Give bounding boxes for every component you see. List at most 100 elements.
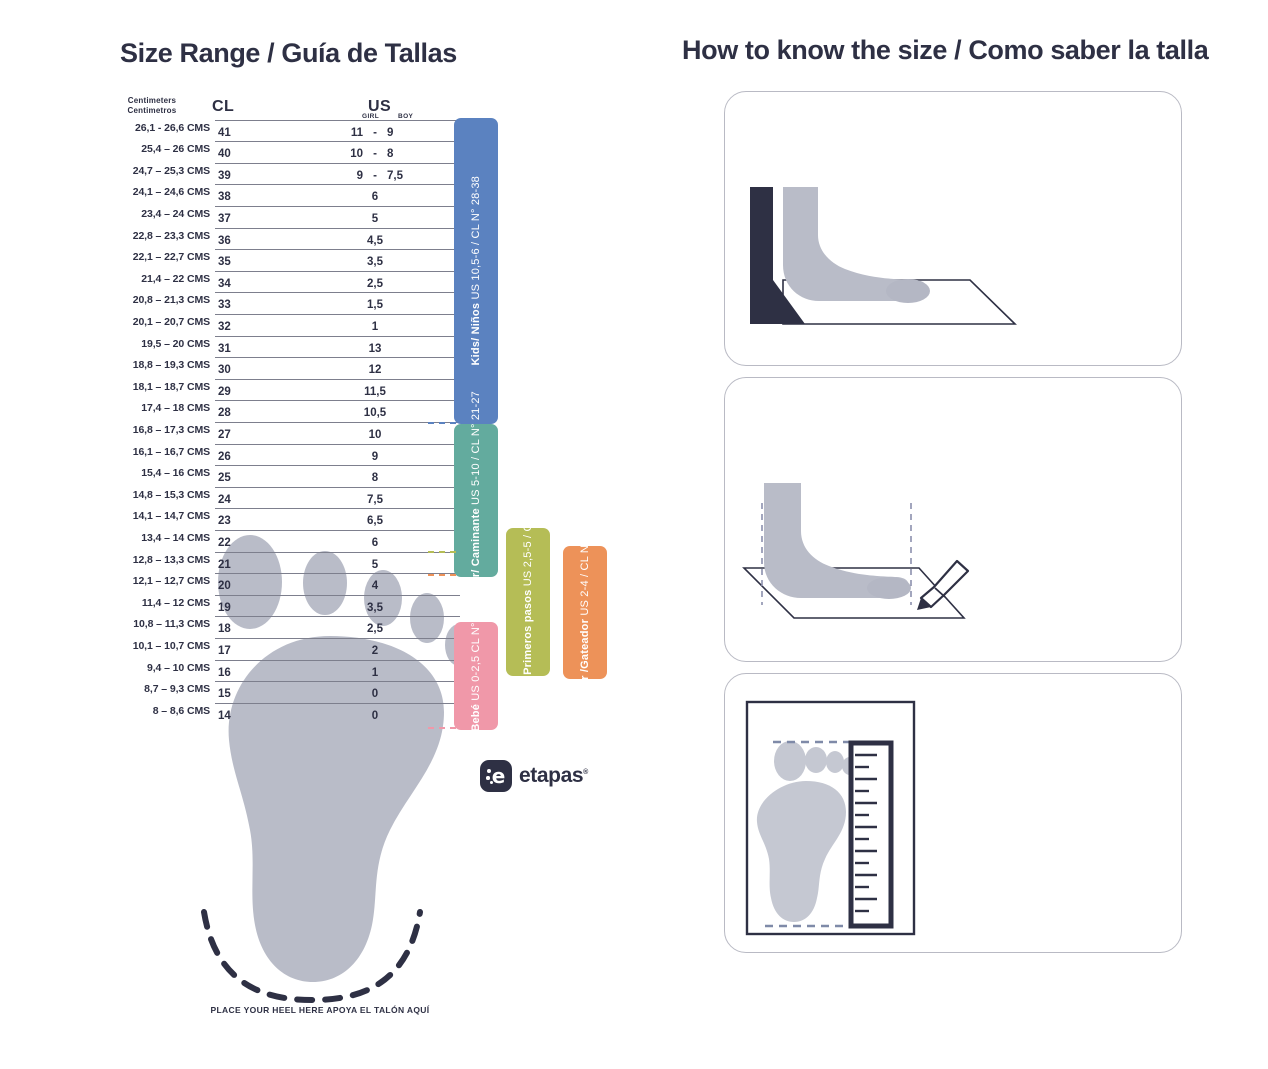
table-cell-centimeters: 18,1 – 18,7 CMS xyxy=(132,380,210,393)
table-cell-us: 12 xyxy=(368,364,382,377)
table-cell-cl: 21 xyxy=(218,558,231,571)
table-header-us: US xyxy=(368,98,392,115)
table-cell-centimeters: 16,1 – 16,7 CMS xyxy=(132,445,210,458)
sole-shape xyxy=(228,636,444,982)
toe-tip-shape xyxy=(886,279,930,303)
table-header-girl: GIRL xyxy=(362,113,380,120)
ruler-icon xyxy=(848,740,894,929)
table-cell-us: 7,5 xyxy=(367,493,383,506)
instruction-panel-3: Luego mide con una regla sobre el papel,… xyxy=(724,673,1182,953)
category-bar-kids[interactable]: Kids/ Niños US 10,5-6 / CL N° 28-38 xyxy=(454,118,498,424)
table-cell-us-girl: 10 xyxy=(350,148,363,161)
table-cell-cl: 14 xyxy=(218,709,231,722)
toe-1-shape xyxy=(774,741,806,781)
table-cell-cl: 37 xyxy=(218,212,231,225)
table-row: 11,4 – 12 CMS 19 3,5 xyxy=(60,594,460,617)
logo-dot-2 xyxy=(486,776,490,780)
table-row-rule xyxy=(215,400,460,402)
table-row: 25,4 – 26 CMS 40 10-8 xyxy=(60,141,460,163)
table-row-rule xyxy=(215,378,460,380)
table-row-rule xyxy=(215,616,460,618)
table-row: 16,1 – 16,7 CMS 26 9 xyxy=(60,443,460,466)
panel-3-illustration xyxy=(745,700,916,936)
table-row-rule xyxy=(215,573,460,575)
table-cell-centimeters: 17,4 – 18 CMS xyxy=(141,402,210,415)
table-row-rule xyxy=(215,659,460,661)
table-cell-us: 8 xyxy=(371,472,379,485)
dash-link-kids xyxy=(428,422,456,424)
table-cell-cl: 29 xyxy=(218,385,231,398)
table-cell-us: 2 xyxy=(371,644,379,657)
table-cell-centimeters: 8,7 – 9,3 CMS xyxy=(144,683,210,696)
table-cell-cl: 38 xyxy=(218,191,231,204)
table-cell-cl: 20 xyxy=(218,580,231,593)
table-row: 26,1 - 26,6 CMS 41 11-9 xyxy=(60,119,460,142)
table-cell-cl: 27 xyxy=(218,428,231,441)
table-row: 8,7 – 9,3 CMS 15 0 xyxy=(60,681,460,703)
table-row: 14,1 – 14,7 CMS 23 6,5 xyxy=(60,508,460,530)
table-row: 18,1 – 18,7 CMS 29 11,5 xyxy=(60,378,460,401)
table-cell-us-boy: 9 xyxy=(387,126,394,139)
table-cell-us: 10-8 xyxy=(290,148,460,160)
category-bar-baby[interactable]: Baby/Bebé US 0-2,5 CL N° 14-18 xyxy=(454,590,498,762)
table-row-rule xyxy=(215,465,460,467)
table-cell-us-dash: - xyxy=(373,126,377,139)
category-baby-sub: US 0-2,5 CL N° 14-18 xyxy=(469,589,482,701)
table-cell-us-girl: 11 xyxy=(350,126,363,139)
table-row: 17,4 – 18 CMS 28 10,5 xyxy=(60,400,460,422)
table-row-rule xyxy=(215,141,460,143)
table-row: 22,1 – 22,7 CMS 35 3,5 xyxy=(60,249,460,271)
table-cell-centimeters: 25,4 – 26 CMS xyxy=(141,143,210,156)
table-cell-centimeters: 16,8 – 17,3 CMS xyxy=(132,423,210,436)
category-bar-crawler[interactable]: Crawler /Gateador US 2-4 / CL N° 17-20 xyxy=(563,508,607,717)
etapas-trademark: ® xyxy=(583,769,588,776)
toe-4-shape xyxy=(410,593,444,643)
table-row-rule xyxy=(215,357,460,359)
table-row: 24,1 – 24,6 CMS 38 6 xyxy=(60,184,460,206)
table-row: 8 – 8,6 CMS 14 0 xyxy=(60,702,460,725)
table-cell-cl: 35 xyxy=(218,256,231,269)
etapas-logo-mark: e xyxy=(480,760,512,792)
etapas-logo: e etapas® xyxy=(480,760,588,792)
table-cell-us: 9 xyxy=(371,450,379,463)
table-cell-centimeters: 9,4 – 10 CMS xyxy=(147,661,210,674)
category-bar-walker[interactable]: Walker/ Caminante US 5-10 / CL N° 21-27 xyxy=(454,391,498,610)
etapas-wordmark-text: etapas xyxy=(519,764,584,787)
category-baby-title: Baby/Bebé xyxy=(469,703,482,763)
table-cell-us-dash: - xyxy=(373,169,377,182)
table-cell-centimeters: 19,5 – 20 CMS xyxy=(141,337,210,350)
table-cell-us: 2,5 xyxy=(367,623,383,636)
table-row-rule xyxy=(215,637,460,639)
table-cell-us: 0 xyxy=(371,709,379,722)
table-cell-centimeters: 24,7 – 25,3 CMS xyxy=(132,164,210,177)
toe-2-shape xyxy=(303,551,347,615)
toe-1-shape xyxy=(218,535,282,629)
table-cell-us-dash: - xyxy=(373,148,377,161)
table-row-rule xyxy=(215,486,460,488)
table-header-centimeters-en: Centimeters xyxy=(127,96,177,105)
table-cell-cl: 36 xyxy=(218,234,231,247)
table-cell-us: 6,5 xyxy=(367,515,383,528)
table-row: 12,8 – 13,3 CMS 21 5 xyxy=(60,551,460,574)
foot-side-shape xyxy=(783,187,927,301)
category-bar-first-steps[interactable]: First steps Primeros pasos US 2,5-5 / CL… xyxy=(506,469,550,735)
table-row-rule xyxy=(215,421,460,423)
table-cell-us-boy: 7,5 xyxy=(387,169,403,182)
instruction-panel-1: Pon el pie sobre una hoja de papel, apoy… xyxy=(724,91,1182,366)
logo-dot-3 xyxy=(489,781,493,784)
table-cell-cl: 41 xyxy=(218,126,231,139)
table-row: 21,4 – 22 CMS 34 2,5 xyxy=(60,270,460,293)
size-table-zone: Centimeters Centimetros CL US GIRL BOY xyxy=(60,96,607,1015)
table-cell-us: 5 xyxy=(371,558,379,571)
table-row-rule xyxy=(215,594,460,596)
table-row-rule xyxy=(215,119,460,121)
table-cell-centimeters: 12,8 – 13,3 CMS xyxy=(132,553,210,566)
table-row: 18,8 – 19,3 CMS 30 12 xyxy=(60,357,460,379)
table-row-rule xyxy=(215,508,460,510)
table-cell-us: 2,5 xyxy=(367,277,383,290)
table-cell-centimeters: 24,1 – 24,6 CMS xyxy=(132,186,210,199)
table-cell-us: 4,5 xyxy=(367,234,383,247)
table-row: 10,8 – 11,3 CMS 18 2,5 xyxy=(60,616,460,638)
table-cell-cl: 39 xyxy=(218,169,231,182)
table-cell-centimeters: 8 – 8,6 CMS xyxy=(152,704,210,717)
